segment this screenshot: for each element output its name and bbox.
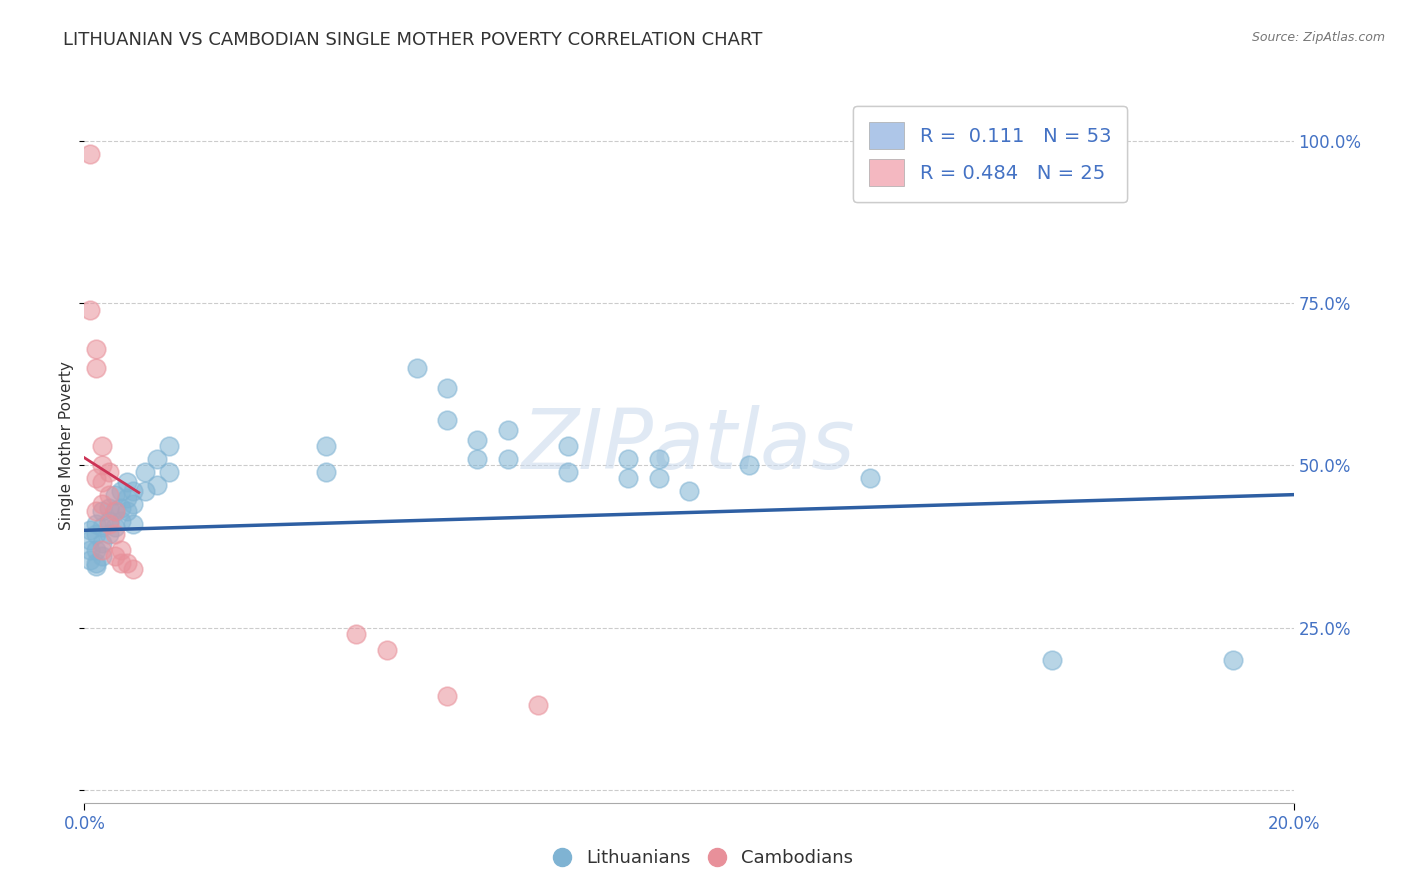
Y-axis label: Single Mother Poverty: Single Mother Poverty: [59, 361, 75, 531]
Point: [110, 556, 132, 570]
Text: LITHUANIAN VS CAMBODIAN SINGLE MOTHER POVERTY CORRELATION CHART: LITHUANIAN VS CAMBODIAN SINGLE MOTHER PO…: [63, 31, 762, 49]
Point: [110, 484, 132, 499]
Point: [1222, 653, 1244, 667]
Point: [91, 458, 114, 473]
Point: [91, 549, 114, 564]
Point: [86, 559, 108, 574]
Point: [859, 471, 882, 485]
Point: [375, 643, 398, 657]
Point: [157, 465, 180, 479]
Legend: R =  0.111   N = 53, R = 0.484   N = 25: R = 0.111 N = 53, R = 0.484 N = 25: [853, 106, 1126, 202]
Point: [110, 500, 132, 515]
Point: [315, 465, 337, 479]
Point: [157, 439, 180, 453]
Point: [97, 516, 120, 531]
Point: [738, 458, 761, 473]
Point: [79, 147, 101, 161]
Point: [79, 302, 101, 317]
Point: [79, 552, 101, 566]
Point: [86, 542, 108, 557]
Point: [436, 413, 458, 427]
Text: ZIPatlas: ZIPatlas: [522, 406, 856, 486]
Point: [86, 361, 108, 376]
Point: [557, 439, 579, 453]
Point: [496, 423, 519, 437]
Point: [146, 478, 169, 492]
Point: [121, 484, 143, 499]
Legend: Lithuanians, Cambodians: Lithuanians, Cambodians: [546, 842, 860, 874]
Point: [527, 698, 550, 713]
Point: [121, 562, 143, 576]
Point: [467, 433, 489, 447]
Point: [146, 452, 169, 467]
Point: [346, 627, 368, 641]
Point: [115, 504, 138, 518]
Point: [86, 526, 108, 541]
Point: [104, 520, 127, 534]
Point: [79, 542, 101, 557]
Point: [79, 524, 101, 538]
Point: [86, 556, 108, 570]
Point: [557, 465, 579, 479]
Point: [648, 452, 671, 467]
Point: [86, 471, 108, 485]
Point: [110, 542, 132, 557]
Point: [91, 542, 114, 557]
Point: [110, 514, 132, 528]
Point: [104, 488, 127, 502]
Point: [678, 484, 700, 499]
Point: [91, 439, 114, 453]
Point: [1040, 653, 1063, 667]
Point: [115, 475, 138, 489]
Point: [86, 342, 108, 356]
Point: [104, 504, 127, 518]
Point: [91, 520, 114, 534]
Point: [97, 514, 120, 528]
Point: [104, 549, 127, 564]
Point: [134, 465, 156, 479]
Point: [91, 497, 114, 511]
Text: Source: ZipAtlas.com: Source: ZipAtlas.com: [1251, 31, 1385, 45]
Point: [97, 500, 120, 515]
Point: [91, 504, 114, 518]
Point: [648, 471, 671, 485]
Point: [115, 556, 138, 570]
Point: [496, 452, 519, 467]
Point: [121, 497, 143, 511]
Point: [91, 536, 114, 550]
Point: [115, 491, 138, 505]
Point: [121, 516, 143, 531]
Point: [104, 526, 127, 541]
Point: [97, 465, 120, 479]
Point: [86, 504, 108, 518]
Point: [315, 439, 337, 453]
Point: [617, 452, 640, 467]
Point: [436, 381, 458, 395]
Point: [79, 533, 101, 547]
Point: [436, 689, 458, 703]
Point: [134, 484, 156, 499]
Point: [406, 361, 429, 376]
Point: [467, 452, 489, 467]
Point: [86, 516, 108, 531]
Point: [104, 504, 127, 518]
Point: [617, 471, 640, 485]
Point: [91, 475, 114, 489]
Point: [97, 488, 120, 502]
Point: [97, 526, 120, 541]
